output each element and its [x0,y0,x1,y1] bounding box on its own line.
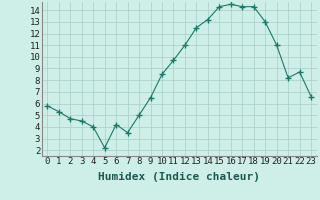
X-axis label: Humidex (Indice chaleur): Humidex (Indice chaleur) [98,172,260,182]
